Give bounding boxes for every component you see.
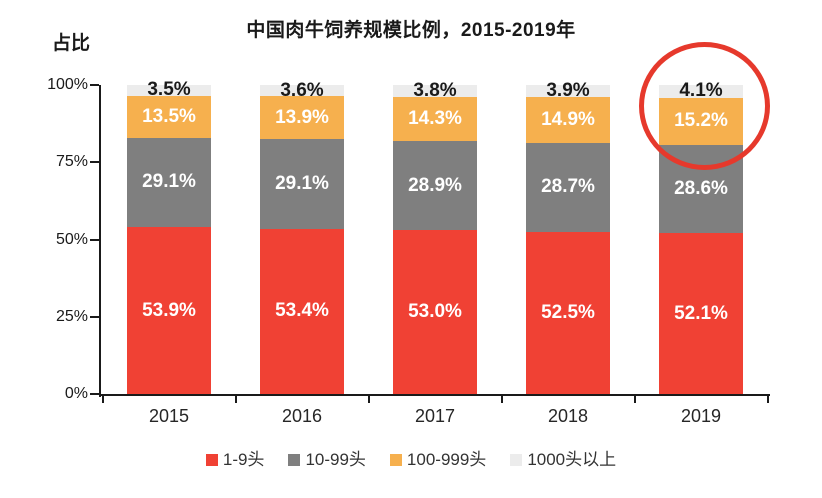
- bar-value-label: 14.9%: [541, 109, 595, 131]
- bar-value-label: 3.5%: [147, 79, 191, 101]
- bar-segment-100-999头-2018: [526, 97, 610, 144]
- legend-item-10-99头: 10-99头: [288, 449, 366, 471]
- bar-segment-10-99头-2016: [260, 139, 344, 229]
- bar-segment-1-9头-2015: [127, 227, 211, 394]
- legend-item-100-999头: 100-999头: [389, 449, 487, 471]
- bar-segment-10-99头-2019: [659, 144, 743, 233]
- x-axis-category-label: 2018: [547, 406, 589, 426]
- bar-segment-1-9头-2018: [526, 231, 610, 394]
- y-axis-line: [99, 85, 101, 397]
- bar-value-label: 28.7%: [541, 176, 595, 198]
- bar-segment-1-9头-2016: [260, 228, 344, 394]
- legend-label: 1-9头: [222, 450, 265, 469]
- y-axis-tick-label: 75%: [55, 153, 88, 171]
- y-axis-title: 占比: [52, 33, 91, 54]
- bar-value-label: 13.5%: [142, 105, 196, 127]
- bar-segment-100-999头-2019: [659, 97, 743, 145]
- legend-item-1000头以上: 1000头以上: [510, 449, 616, 471]
- legend-marker-icon: [288, 454, 301, 466]
- y-axis-tick: [90, 315, 99, 318]
- x-axis-tick: [101, 396, 104, 403]
- legend-item-1-9头: 1-9头: [205, 449, 265, 471]
- x-axis-category-label: 2015: [148, 406, 190, 426]
- bar-segment-10-99头-2015: [127, 137, 211, 228]
- bar-segment-10-99头-2018: [526, 143, 610, 232]
- x-axis-tick: [234, 396, 237, 403]
- bar-segment-1-9头-2019: [659, 233, 743, 394]
- y-axis-tick-label: 25%: [55, 307, 88, 325]
- bar-segment-1000头以上-2015: [127, 85, 211, 96]
- bar-value-label: 4.1%: [679, 80, 723, 102]
- legend: 1-9头 10-99头 100-999头 1000头以上: [0, 449, 822, 471]
- bar-value-label: 28.9%: [408, 174, 462, 196]
- bar-value-label: 52.5%: [541, 301, 595, 323]
- bar-segment-1000头以上-2017: [393, 85, 477, 97]
- x-axis-category-label: 2016: [281, 406, 323, 426]
- chart-title: 中国肉牛饲养规模比例，2015-2019年: [246, 20, 576, 41]
- bar-segment-1-9头-2017: [393, 230, 477, 394]
- bar-segment-1000头以上-2016: [260, 85, 344, 97]
- bar-value-label: 28.6%: [674, 177, 728, 199]
- legend-marker-icon: [510, 454, 523, 466]
- bar-segment-10-99头-2017: [393, 140, 477, 231]
- bar-segment-1000头以上-2019: [659, 85, 743, 98]
- x-axis-tick: [500, 396, 503, 403]
- bar-segment-100-999头-2015: [127, 95, 211, 138]
- y-axis-tick-label: 100%: [47, 76, 88, 93]
- bar-segment-100-999头-2016: [260, 96, 344, 140]
- bar-value-label: 53.0%: [408, 301, 462, 323]
- y-axis-tick: [90, 161, 99, 164]
- bar-segment-100-999头-2017: [393, 96, 477, 141]
- x-axis-line: [99, 394, 770, 396]
- x-axis-category-label: 2017: [414, 406, 456, 426]
- legend-label: 1000头以上: [527, 450, 617, 469]
- bar-value-label: 52.1%: [674, 302, 728, 324]
- bar-value-label: 3.6%: [280, 79, 324, 101]
- y-axis-tick: [90, 238, 99, 241]
- bar-value-label: 3.8%: [413, 79, 457, 101]
- bar-value-label: 53.9%: [142, 299, 196, 321]
- bar-value-label: 29.1%: [142, 171, 196, 193]
- bar-value-label: 14.3%: [408, 107, 462, 129]
- legend-label: 100-999头: [406, 450, 487, 469]
- legend-label: 10-99头: [305, 450, 366, 469]
- x-axis-tick: [367, 396, 370, 403]
- legend-marker-icon: [205, 454, 218, 466]
- bar-segment-1000头以上-2018: [526, 85, 610, 98]
- bar-value-label: 29.1%: [275, 173, 329, 195]
- x-axis-tick: [633, 396, 636, 403]
- legend-marker-icon: [389, 454, 402, 466]
- y-axis-tick-label: 0%: [64, 385, 88, 402]
- x-axis-category-label: 2019: [680, 406, 722, 426]
- bar-value-label: 15.2%: [674, 110, 728, 132]
- bar-value-label: 53.4%: [275, 300, 329, 322]
- y-axis-tick-label: 50%: [55, 230, 88, 248]
- x-axis-tick: [766, 396, 769, 403]
- y-axis-tick: [90, 393, 99, 395]
- bar-value-label: 13.9%: [275, 106, 329, 128]
- bar-value-label: 3.9%: [546, 80, 590, 102]
- y-axis-tick: [90, 84, 99, 86]
